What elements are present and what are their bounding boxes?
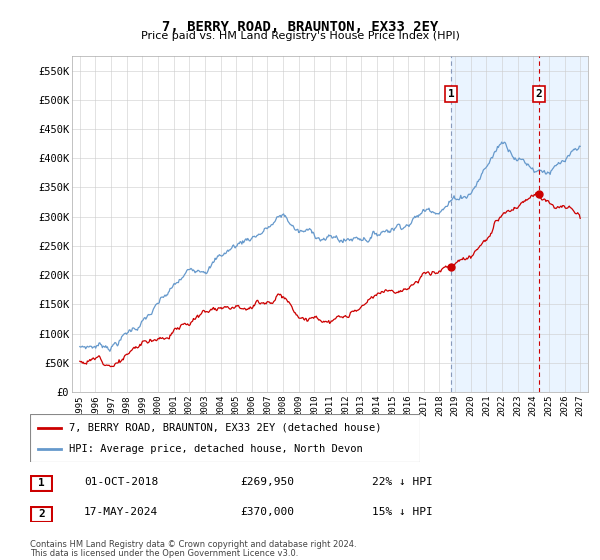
Text: £370,000: £370,000: [240, 507, 294, 517]
Text: Price paid vs. HM Land Registry's House Price Index (HPI): Price paid vs. HM Land Registry's House …: [140, 31, 460, 41]
Bar: [451, 56, 596, 392]
Text: 1: 1: [448, 89, 455, 99]
Text: 17-MAY-2024: 17-MAY-2024: [84, 507, 158, 517]
Text: 22% ↓ HPI: 22% ↓ HPI: [372, 477, 433, 487]
Text: 15% ↓ HPI: 15% ↓ HPI: [372, 507, 433, 517]
Text: This data is licensed under the Open Government Licence v3.0.: This data is licensed under the Open Gov…: [30, 549, 298, 558]
Text: 1: 1: [38, 478, 45, 488]
FancyBboxPatch shape: [30, 414, 420, 462]
Text: 2: 2: [38, 509, 45, 519]
Text: 2: 2: [536, 89, 542, 99]
FancyBboxPatch shape: [31, 475, 52, 491]
Text: 01-OCT-2018: 01-OCT-2018: [84, 477, 158, 487]
Text: 7, BERRY ROAD, BRAUNTON, EX33 2EY (detached house): 7, BERRY ROAD, BRAUNTON, EX33 2EY (detac…: [69, 423, 382, 433]
FancyBboxPatch shape: [31, 506, 52, 522]
Text: Contains HM Land Registry data © Crown copyright and database right 2024.: Contains HM Land Registry data © Crown c…: [30, 540, 356, 549]
Text: 7, BERRY ROAD, BRAUNTON, EX33 2EY: 7, BERRY ROAD, BRAUNTON, EX33 2EY: [162, 20, 438, 34]
Text: £269,950: £269,950: [240, 477, 294, 487]
Text: HPI: Average price, detached house, North Devon: HPI: Average price, detached house, Nort…: [69, 444, 363, 454]
